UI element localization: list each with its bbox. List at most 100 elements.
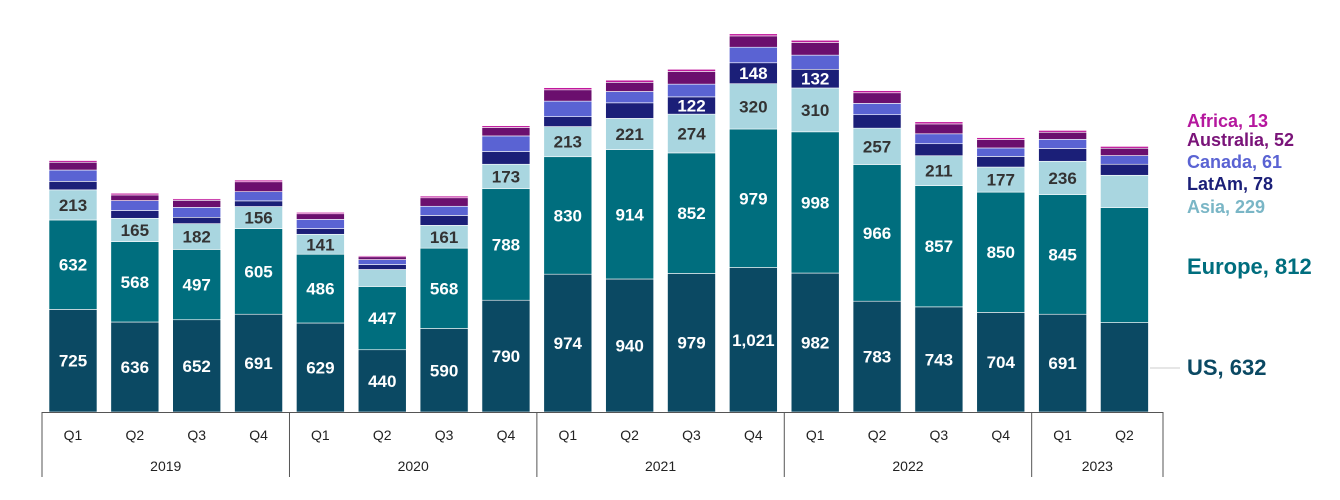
bar-segment-us [790, 272, 840, 413]
x-tick-label: Q4 [991, 427, 1010, 443]
data-label: 148 [739, 64, 767, 83]
bar-segment-africa [729, 33, 778, 37]
bar-segment-australia [481, 127, 531, 137]
bar-segment-africa [234, 179, 283, 183]
bar-segment-asia [357, 269, 407, 287]
x-tick-label: Q3 [435, 427, 454, 443]
data-label: 830 [554, 206, 582, 225]
data-label: 845 [1048, 245, 1076, 264]
bar-segment-canada [605, 91, 654, 104]
bar-segment-us [296, 322, 345, 413]
bar-segment-europe [110, 241, 160, 323]
bar-segment-us [667, 273, 716, 413]
bar-segment-canada [914, 133, 964, 145]
data-label: 605 [244, 262, 272, 281]
data-label: 173 [492, 167, 520, 186]
data-label: 161 [430, 228, 458, 247]
bar-segment-latam [234, 200, 283, 207]
bar-segment-africa [48, 160, 98, 163]
data-label: 691 [244, 354, 272, 373]
bar-segment-australia [110, 194, 160, 201]
bar-segment-canada [110, 200, 160, 211]
bar-segment-canada [172, 207, 221, 218]
bar-segment-africa [914, 121, 964, 125]
x-tick-label: Q4 [249, 427, 268, 443]
bar-segment-africa [110, 192, 160, 196]
bar-segment-australia [729, 35, 778, 48]
bar-segment-australia [1100, 147, 1149, 156]
data-label: 236 [1048, 169, 1076, 188]
bar-segment-canada [234, 191, 283, 202]
bar-segment-europe [852, 164, 902, 302]
bar-segment-us [852, 300, 902, 413]
legend-europe: Europe, 812 [1187, 254, 1312, 279]
data-label: 165 [121, 221, 149, 240]
x-tick-label: Q4 [744, 427, 763, 443]
data-label: 122 [677, 97, 705, 116]
data-label: 979 [739, 189, 767, 208]
x-tick-label: Q3 [930, 427, 949, 443]
bar-segment-australia [543, 89, 593, 102]
legend-us: US, 632 [1187, 355, 1267, 380]
bar-segment-africa [1038, 130, 1087, 133]
data-label: 743 [925, 350, 953, 369]
data-label: 914 [615, 205, 644, 224]
bar-segment-australia [296, 213, 345, 220]
bar-segment-latam [481, 151, 531, 165]
data-label: 182 [183, 228, 211, 247]
data-label: 440 [368, 372, 396, 391]
bar-segment-australia [234, 181, 283, 192]
bar-segment-canada [48, 169, 98, 182]
bar-segment-us [605, 278, 654, 413]
x-group-label: 2019 [150, 458, 181, 474]
data-label: 857 [925, 237, 953, 256]
x-tick-label: Q2 [868, 427, 887, 443]
bar-segment-latam [1038, 148, 1087, 162]
bar-segment-africa [419, 195, 469, 199]
data-label: 790 [492, 347, 520, 366]
bar-segment-canada [357, 259, 407, 265]
bar-segment-latam [914, 143, 964, 157]
bar-segment-africa [1100, 146, 1149, 149]
data-label: 221 [615, 125, 643, 144]
data-label: 211 [925, 162, 952, 181]
bar-segment-australia [790, 42, 840, 56]
bar-segment-us [1100, 322, 1149, 413]
bar-segment-europe [48, 219, 98, 310]
bar-segment-europe [481, 188, 531, 301]
bar-segment-africa [172, 198, 221, 201]
data-label: 141 [306, 235, 334, 254]
bar-segment-canada [543, 100, 593, 117]
bar-segment-australia [419, 197, 469, 207]
data-label: 632 [59, 256, 87, 275]
bar-segment-europe [234, 228, 283, 315]
bar-segment-us [729, 267, 778, 413]
x-tick-label: Q1 [311, 427, 330, 443]
x-tick-label: Q2 [1115, 427, 1134, 443]
bar-segment-australia [605, 82, 654, 92]
bar-segment-asia [729, 83, 778, 130]
data-label: 852 [677, 204, 705, 223]
x-tick-label: Q1 [558, 427, 577, 443]
data-label: 568 [121, 273, 149, 292]
bar-segment-canada [790, 54, 840, 70]
bar-segment-africa [543, 87, 593, 91]
bar-segment-australia [357, 256, 407, 260]
bar-segment-latam [172, 216, 221, 224]
data-label: 979 [677, 334, 705, 353]
x-tick-label: Q1 [1053, 427, 1072, 443]
bar-segment-us [110, 321, 160, 413]
x-tick-label: Q2 [126, 427, 145, 443]
bar-segment-canada [667, 83, 716, 98]
bar-segment-australia [852, 92, 902, 104]
bar-segment-asia [172, 223, 221, 250]
data-label: 974 [554, 334, 583, 353]
data-label: 691 [1048, 354, 1076, 373]
bar-segment-latam [419, 215, 469, 226]
bar-segment-africa [976, 137, 1026, 140]
x-group-label: 2022 [892, 458, 923, 474]
bar-segment-africa [852, 90, 902, 94]
bar-segment-latam [852, 114, 902, 129]
bar-segment-us [419, 328, 469, 413]
